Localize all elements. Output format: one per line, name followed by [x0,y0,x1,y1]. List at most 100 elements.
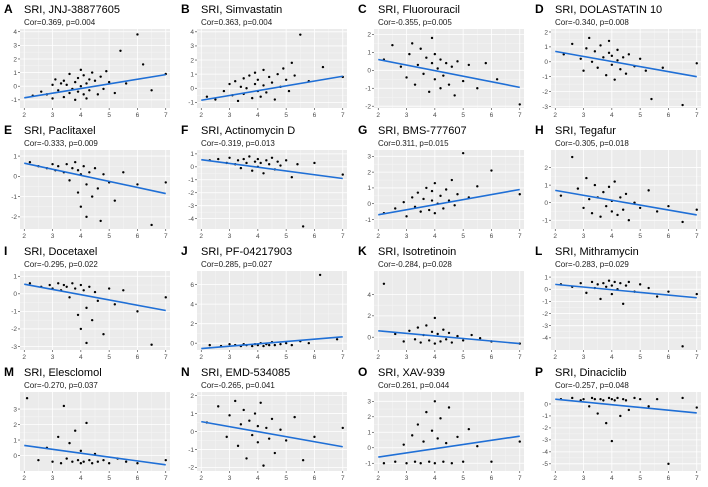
data-point [430,429,434,432]
x-tick-label: 5 [284,475,288,482]
data-point [242,408,245,412]
data-point [588,197,591,201]
data-point [461,460,465,463]
x-tick-label: 2 [199,233,203,240]
x-tick-label: 7 [341,233,345,240]
x-tick-label: 5 [107,233,111,240]
data-point [136,462,139,465]
data-point [208,343,211,347]
data-point [85,82,88,85]
y-tick-label: 0 [367,334,371,341]
y-tick-label: 1 [190,71,194,78]
data-point [37,458,40,462]
y-tick-label: 0 [13,453,17,460]
y-tick-label: -1 [542,413,548,420]
x-tick-label: 3 [228,233,232,240]
x-tick-label: 6 [667,354,671,361]
data-point [205,95,209,98]
data-point [427,90,431,94]
panel-letter: O [358,365,367,379]
x-tick-label: 4 [433,112,437,119]
data-point [655,295,659,298]
y-tick-label: 1 [544,274,548,281]
data-point [444,441,448,445]
data-point [627,53,631,56]
panel-subtitle: Cor=0.261, p=0.044 [378,381,450,390]
x-tick-label: 2 [199,354,203,361]
data-point [301,459,305,462]
data-point [596,412,599,415]
data-point [621,302,625,306]
data-point [85,306,88,310]
y-tick-label: 2 [367,32,371,39]
panel-subtitle: Cor=-0.340, p=0.008 [555,18,629,27]
data-point [267,163,271,166]
data-point [290,61,294,65]
data-point [253,71,257,74]
data-point [602,281,605,285]
y-tick-label: 0 [367,201,371,208]
data-point [610,63,614,66]
panel-f: F SRI, Actinomycin D Cor=-0.319, p=0.013 2 3… [181,123,347,240]
y-tick-label: 2 [13,422,17,429]
data-point [411,42,414,45]
x-tick-label: 4 [610,354,614,361]
y-tick-label: 0 [13,174,17,181]
data-point [299,33,302,36]
y-tick-label: -2 [365,104,371,111]
data-point [442,460,445,463]
data-point [419,462,422,465]
data-point [321,65,325,69]
data-point [68,296,71,299]
data-point [644,69,648,72]
data-point [456,435,459,439]
regression-line [378,435,520,458]
data-point [242,77,245,80]
x-tick-label: 7 [518,475,522,482]
y-tick-label: -2 [542,89,548,96]
data-point [248,155,251,158]
data-point [613,399,616,402]
data-point [90,462,94,465]
x-tick-label: 2 [22,475,26,482]
x-tick-label: 6 [667,475,671,482]
data-point [585,47,588,50]
data-point [85,183,88,186]
data-point [394,207,397,210]
x-tick-label: 2 [376,354,380,361]
data-point [619,281,622,285]
data-point [124,460,128,463]
panel-title: SRI, XAV-939 [378,367,445,379]
data-point [613,280,616,284]
data-point [681,103,684,107]
data-point [301,225,305,228]
y-tick-label: -3 [188,203,194,210]
y-tick-label: -3 [542,323,548,330]
data-point [430,189,434,193]
data-point [408,329,411,332]
data-point [96,93,100,96]
y-tick-label: 3 [13,43,17,50]
y-tick-label: -1 [11,97,17,104]
panel-subtitle: Cor=0.285, p=0.027 [201,260,273,269]
x-tick-label: 4 [433,354,437,361]
data-point [624,284,628,287]
data-point [582,397,585,401]
y-tick-label: -2 [542,425,548,432]
data-point [461,339,465,342]
data-point [425,410,428,414]
x-tick-label: 6 [313,475,317,482]
data-point [453,204,456,207]
data-point [93,79,97,82]
panel-title: SRI, Tegafur [555,125,616,137]
data-point [62,79,66,82]
x-tick-label: 6 [313,112,317,119]
data-point [610,210,614,213]
x-tick-label: 5 [638,112,642,119]
y-tick-label: 3 [190,43,194,50]
data-point [382,282,386,286]
panel-title: SRI, Isotretinoin [378,246,456,258]
data-point [667,462,670,466]
x-tick-label: 5 [107,475,111,482]
data-point [88,285,91,288]
